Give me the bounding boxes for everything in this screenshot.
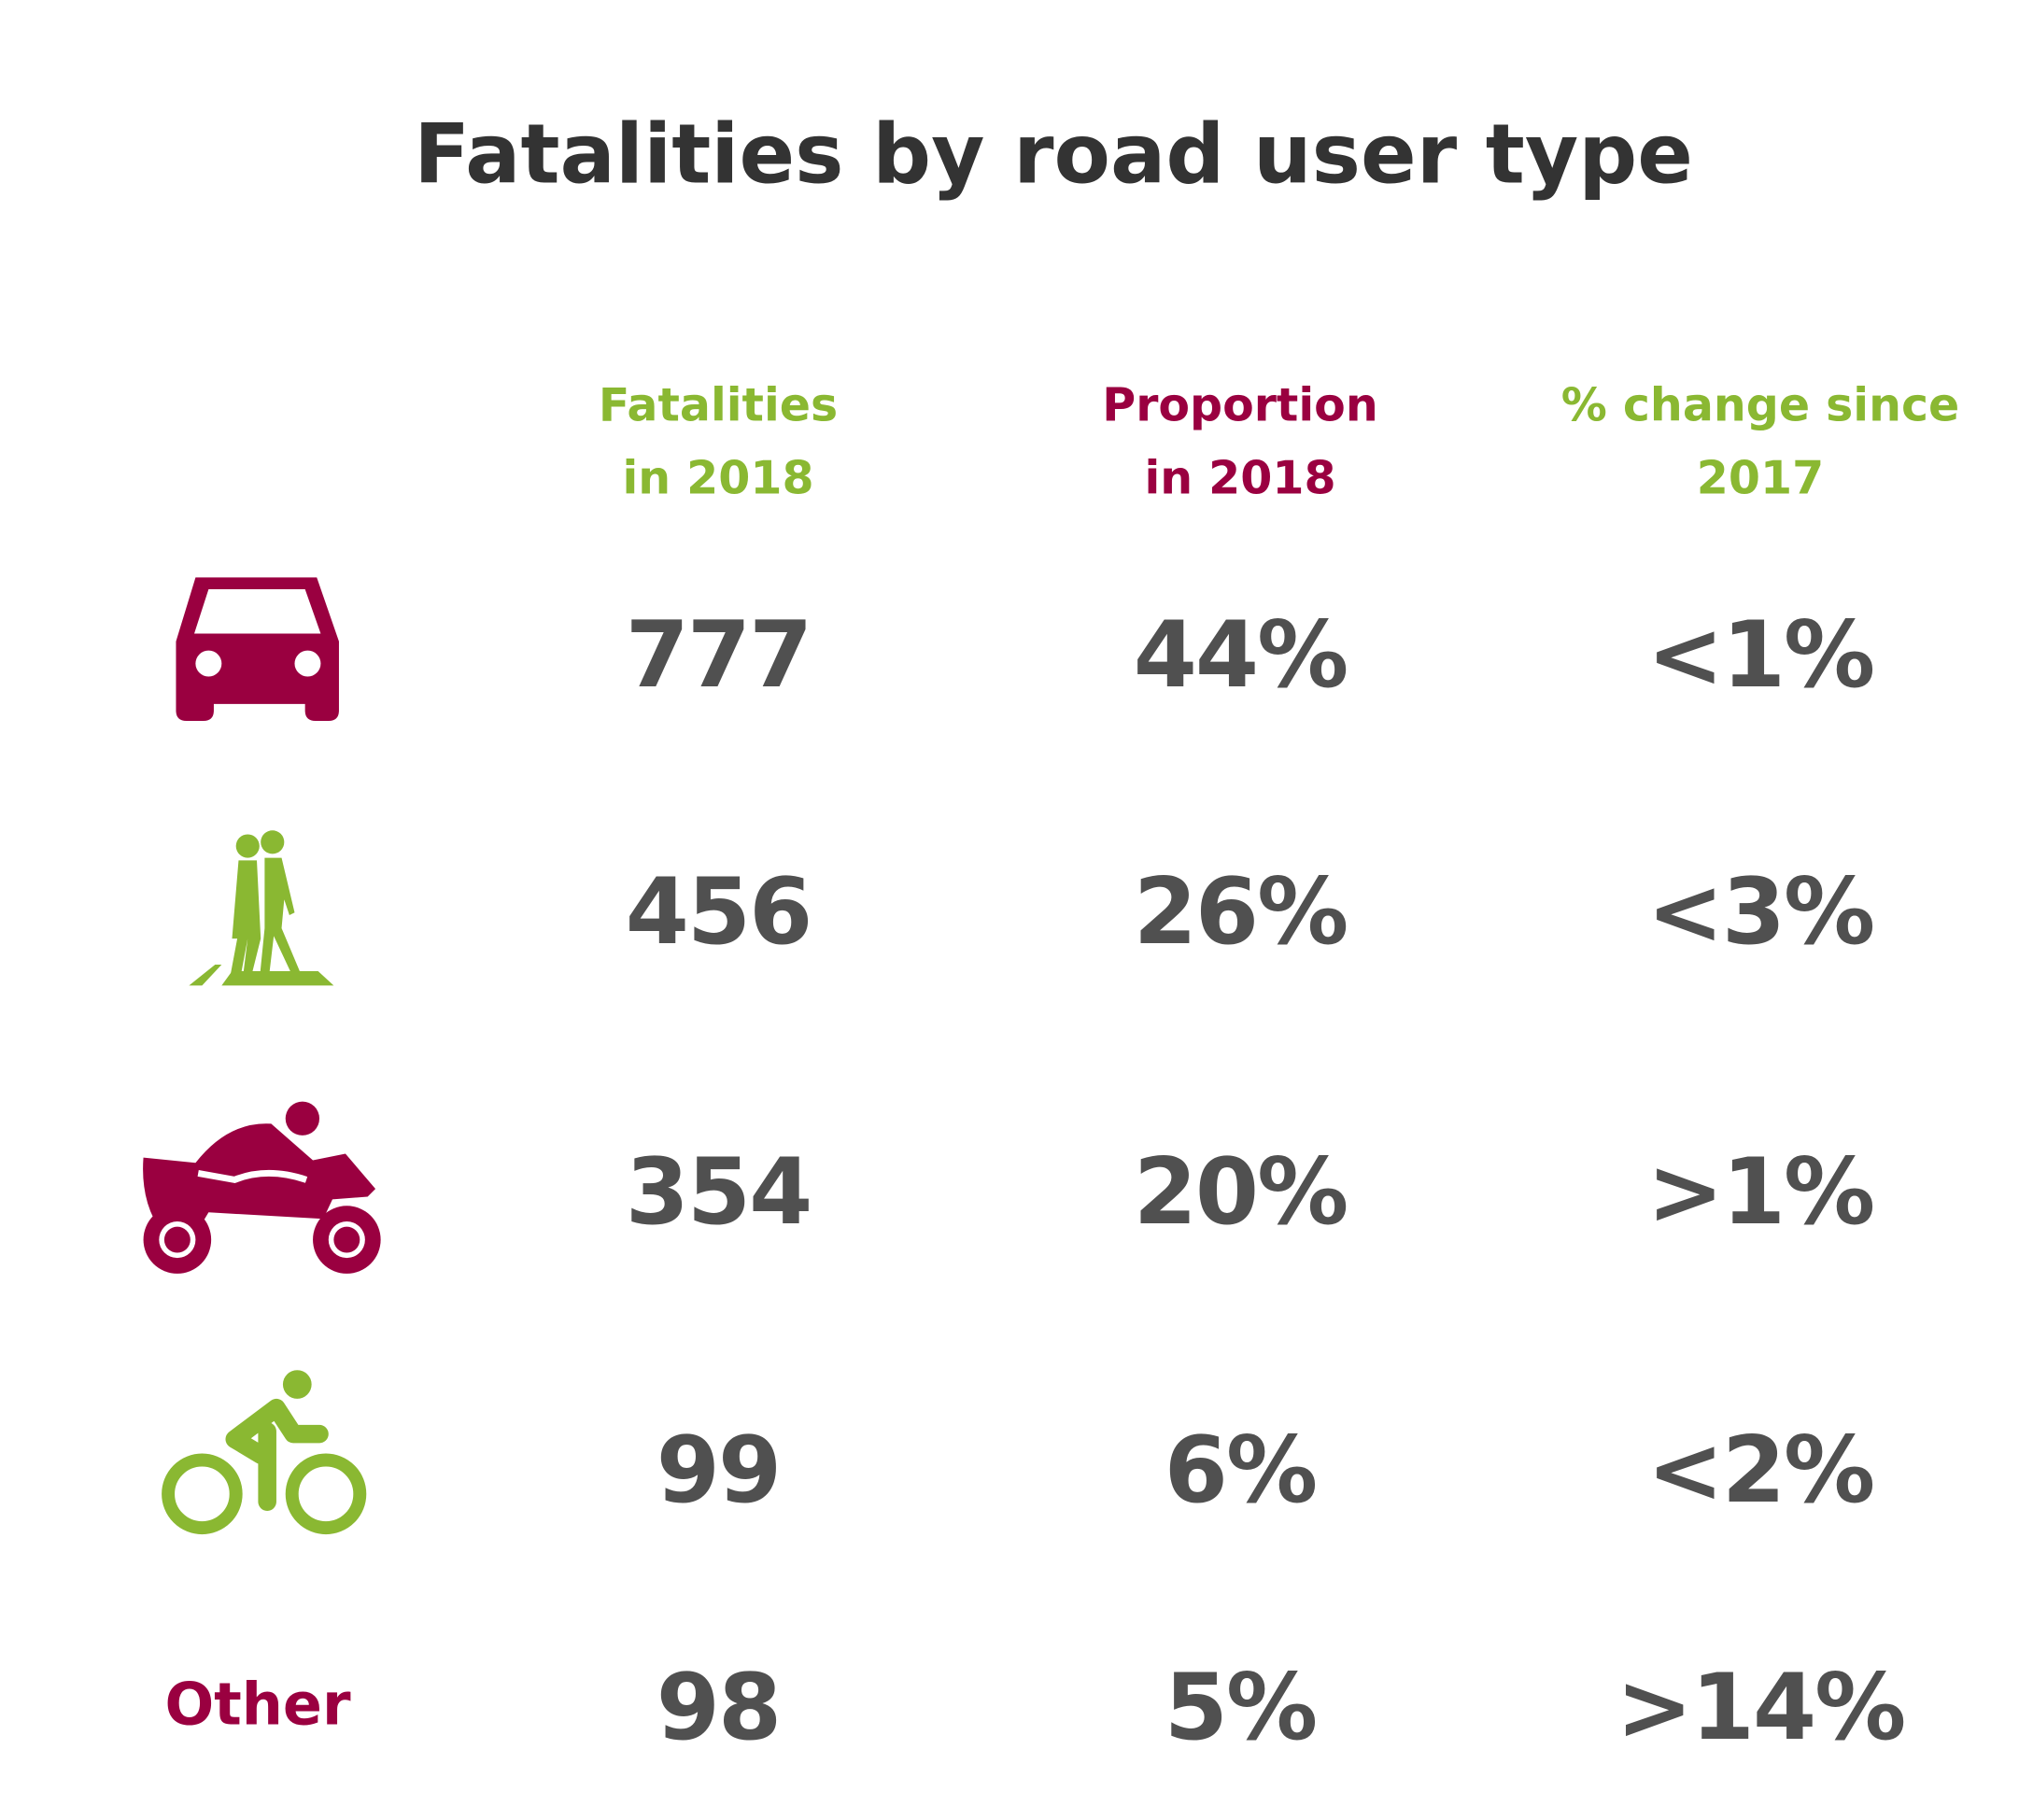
column-header: Proportion [1102,378,1378,432]
cell-value: 6% [1164,1418,1318,1524]
cell-value: <3% [1646,859,1875,966]
cell-value: >14% [1616,1655,1907,1761]
cell-value: 26% [1133,859,1349,966]
cell-value: 98 [656,1655,782,1761]
column-header: Fatalities [598,378,839,432]
cell-value: <1% [1646,602,1875,709]
column-header: 2017 [1696,451,1825,505]
cell-value: 44% [1133,602,1349,709]
column-header: in 2018 [622,451,814,505]
cell-value: >1% [1646,1139,1875,1246]
bicycle-icon [162,1370,367,1535]
cell-value: 777 [625,602,813,709]
cell-value: 20% [1133,1139,1349,1246]
cell-value: 99 [656,1418,782,1524]
cell-value: 456 [625,859,813,966]
cell-value: 354 [625,1139,813,1246]
cell-value: <2% [1646,1418,1875,1524]
row-label: Other [164,1670,351,1739]
column-header: % change since [1560,378,1960,432]
pedestrian-icon [189,830,334,986]
car-icon [176,577,339,721]
cell-value: 5% [1164,1655,1318,1761]
column-header: in 2018 [1144,451,1336,505]
title: Fatalities by road user type [414,106,1693,203]
motorcycle-icon [143,1101,381,1274]
